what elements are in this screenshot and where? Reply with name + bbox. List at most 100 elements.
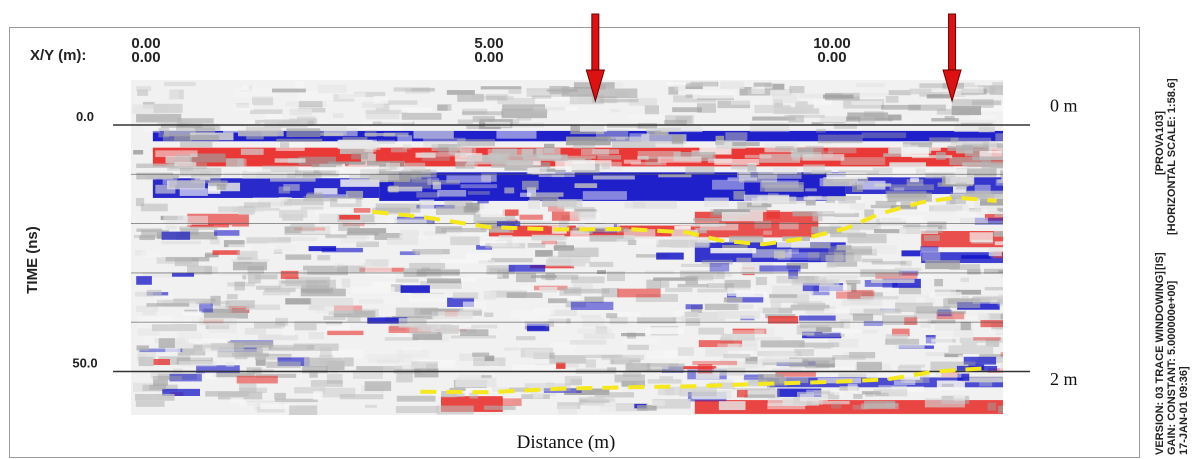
texture-cell <box>941 371 960 378</box>
texture-cell <box>416 204 455 209</box>
texture-cell <box>287 173 296 179</box>
texture-cell <box>803 196 846 201</box>
texture-cell <box>205 323 230 330</box>
texture-cell <box>245 126 282 132</box>
texture-cell <box>601 162 610 169</box>
texture-cell <box>752 249 792 258</box>
arrow-markers <box>585 13 962 103</box>
texture-cell <box>640 142 684 148</box>
texture-cell <box>302 366 329 374</box>
texture-cell <box>596 270 606 274</box>
side-line-gain: GAIN: CONSTANT: 5.000000e+00] <box>1166 280 1178 455</box>
texture-cell <box>806 333 845 337</box>
texture-cell <box>484 312 494 318</box>
texture-cell <box>899 364 926 368</box>
texture-cell <box>140 203 168 212</box>
texture-cell <box>647 379 682 384</box>
texture-cell <box>447 297 475 307</box>
texture-cell <box>235 207 280 211</box>
texture-cell <box>174 135 220 141</box>
texture-cell <box>530 265 575 269</box>
texture-cell <box>450 335 497 339</box>
texture-cell <box>136 163 178 169</box>
texture-cell <box>827 275 860 279</box>
texture-cell <box>546 106 578 111</box>
radargram-plot-area <box>131 80 1038 415</box>
texture-cell <box>805 145 824 154</box>
texture-cell <box>465 253 492 261</box>
texture-cell <box>1005 131 1038 139</box>
texture-cell <box>397 135 413 145</box>
texture-cell <box>515 272 537 283</box>
texture-cell <box>132 104 168 115</box>
texture-cell <box>478 259 495 264</box>
texture-cell <box>952 186 967 194</box>
texture-cell <box>860 296 899 300</box>
texture-cell <box>471 95 514 100</box>
texture-cell <box>653 277 697 281</box>
texture-cell <box>828 246 872 255</box>
texture-cell <box>838 199 856 204</box>
texture-cell <box>779 377 809 384</box>
texture-cell <box>390 148 408 153</box>
texture-cell <box>955 168 967 178</box>
texture-cell <box>137 316 173 325</box>
texture-cell <box>359 299 384 304</box>
texture-cell <box>364 132 395 137</box>
texture-cell <box>717 343 740 348</box>
texture-cell <box>813 343 832 349</box>
texture-cell <box>589 261 614 268</box>
texture-cell <box>502 104 546 110</box>
texture-cell <box>162 388 200 396</box>
texture-cell <box>987 402 997 411</box>
texture-cell <box>178 361 217 367</box>
texture-cell <box>200 170 211 181</box>
texture-cell <box>527 200 540 209</box>
texture-cell <box>479 119 513 125</box>
texture-cell <box>740 269 774 275</box>
texture-cell <box>158 342 194 349</box>
texture-cell <box>245 304 281 310</box>
texture-cell <box>793 300 823 308</box>
texture-cell <box>685 166 715 175</box>
texture-cell <box>285 254 312 260</box>
texture-cell <box>382 365 415 371</box>
texture-cell <box>153 103 183 113</box>
texture-cell <box>521 221 552 225</box>
texture-cell <box>671 229 698 240</box>
texture-cell <box>217 349 264 358</box>
texture-cell <box>365 266 392 276</box>
texture-cell <box>672 316 694 321</box>
texture-cell <box>742 262 773 272</box>
texture-cell <box>449 387 466 391</box>
texture-cell <box>705 347 728 357</box>
texture-cell <box>302 171 322 178</box>
texture-cell <box>772 285 814 295</box>
texture-cell <box>697 288 735 293</box>
texture-cell <box>195 301 230 305</box>
texture-cell <box>177 348 206 356</box>
texture-cell <box>422 155 450 161</box>
texture-cell <box>177 118 214 127</box>
texture-cell <box>393 179 432 189</box>
texture-cell <box>539 168 566 172</box>
texture-cell <box>959 217 988 224</box>
texture-cell <box>548 298 568 304</box>
texture-cell <box>807 100 833 105</box>
texture-cell <box>446 324 492 330</box>
texture-cell <box>384 337 419 341</box>
texture-cell <box>949 194 966 205</box>
texture-cell <box>295 81 305 90</box>
texture-cell <box>524 383 571 391</box>
texture-cell <box>851 101 883 106</box>
texture-cell <box>936 311 965 320</box>
texture-cell <box>776 241 811 248</box>
texture-cell <box>876 218 906 226</box>
texture-cell <box>973 337 1001 341</box>
texture-cell <box>177 332 203 342</box>
texture-cell <box>923 235 940 241</box>
texture-cell <box>815 363 835 368</box>
texture-cell <box>704 303 739 311</box>
texture-cell <box>975 210 1003 215</box>
texture-cell <box>476 244 493 250</box>
